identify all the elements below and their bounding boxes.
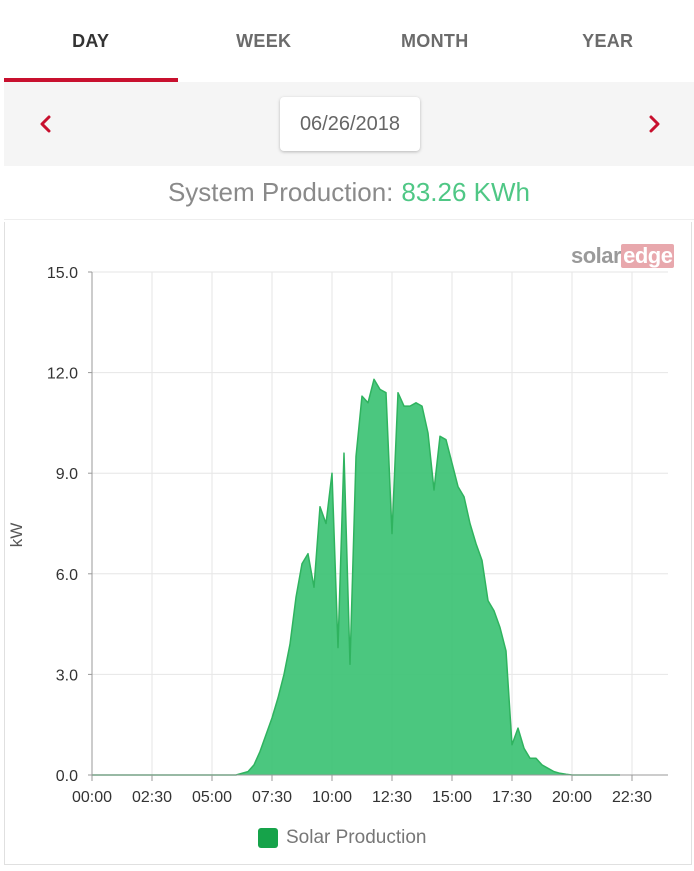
y-tick-label: 6.0 (56, 567, 78, 584)
next-date-button[interactable] (636, 106, 672, 142)
tab-month[interactable]: MONTH (401, 30, 469, 51)
solaredge-logo: solar edge (571, 243, 675, 269)
date-picker[interactable]: 06/26/2018 (280, 97, 420, 151)
period-tabs: DAY WEEK MONTH YEAR (0, 0, 694, 82)
y-axis-label: kW (7, 523, 26, 548)
x-tick-label: 00:00 (72, 789, 112, 806)
x-tick-label: 22:30 (612, 789, 652, 806)
x-tick-label: 02:30 (132, 789, 172, 806)
y-tick-label: 15.0 (47, 265, 78, 282)
previous-date-button[interactable] (28, 106, 64, 142)
summary-label: System Production: (167, 177, 394, 207)
y-tick-label: 0.0 (56, 768, 78, 785)
x-tick-label: 20:00 (552, 789, 592, 806)
tab-day[interactable]: DAY (72, 30, 110, 51)
chevron-right-icon (649, 115, 660, 133)
legend-swatch (258, 828, 278, 848)
x-tick-label: 05:00 (192, 789, 232, 806)
x-tick-label: 12:30 (372, 789, 412, 806)
series-area-fill (92, 379, 620, 775)
logo-edge-text: edge (621, 243, 675, 268)
logo-solar-text: solar (571, 243, 622, 268)
x-tick-label: 07:30 (252, 789, 292, 806)
x-tick-label: 15:00 (432, 789, 472, 806)
summary-value: 83.26 KWh (401, 177, 531, 207)
active-tab-indicator (4, 78, 178, 82)
y-tick-label: 9.0 (56, 466, 78, 483)
y-tick-label: 12.0 (47, 366, 78, 383)
x-tick-label: 17:30 (492, 789, 532, 806)
system-production-summary: System Production: 83.26 KWh (4, 166, 694, 220)
chart-area-layer (92, 378, 620, 776)
chevron-left-icon (40, 115, 51, 133)
chart-legend[interactable]: Solar Production (258, 826, 426, 850)
legend-label: Solar Production (286, 827, 427, 848)
tab-week[interactable]: WEEK (236, 30, 292, 51)
chart-axes: 0.0 3.0 6.0 9.0 12.0 15.0 00:00 02:30 05:00 07:30… (47, 265, 668, 806)
x-tick-label: 10:00 (312, 789, 352, 806)
tab-year[interactable]: YEAR (582, 30, 634, 51)
y-tick-label: 3.0 (56, 667, 78, 684)
series-line (92, 378, 620, 776)
date-navigation: 06/26/2018 (4, 82, 694, 166)
